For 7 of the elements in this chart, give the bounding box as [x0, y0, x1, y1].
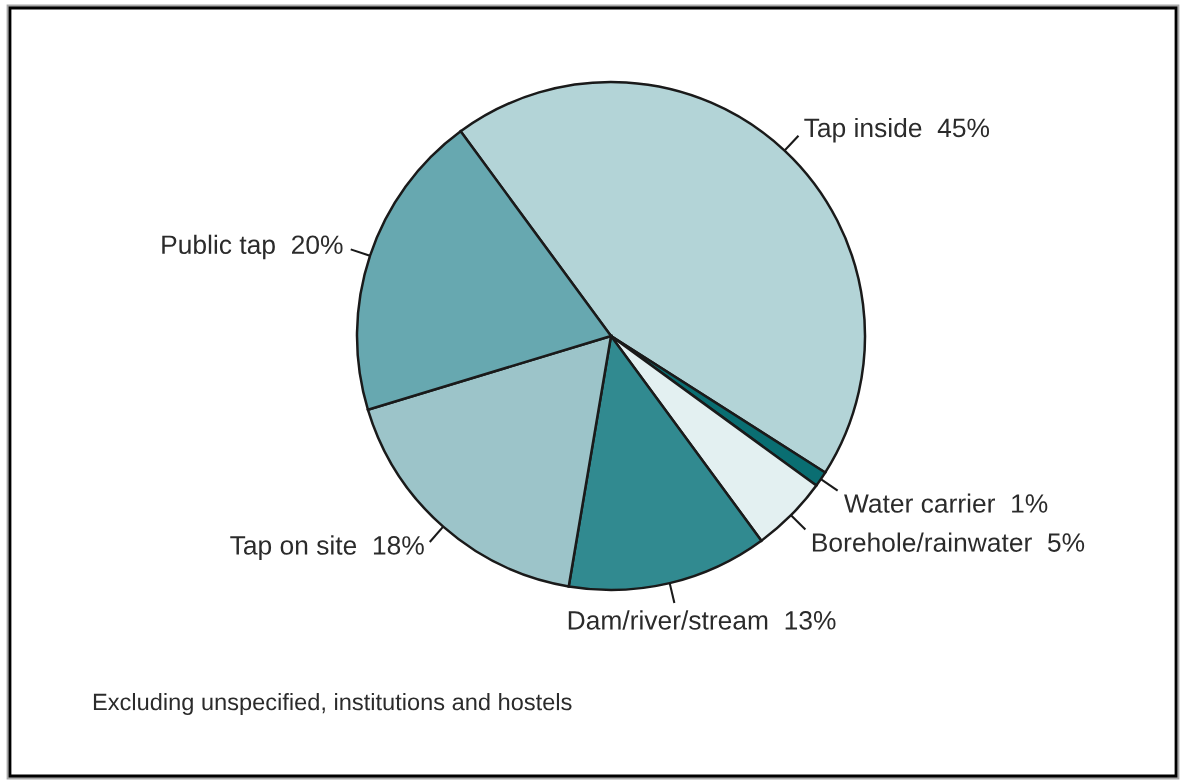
- slice-label: Water carrier 1%: [844, 493, 1048, 513]
- slice-label: Dam/river/stream 13%: [568, 610, 836, 630]
- slice-label: Borehole/rainwater 5%: [812, 532, 1085, 552]
- slice-label: Public tap 20%: [162, 234, 343, 260]
- text: Excluding unspecified, institutions and hostels: [93, 692, 572, 716]
- slice-label: Tap inside 45%: [804, 117, 990, 143]
- slice-label: Tap on site 18%: [230, 535, 424, 560]
